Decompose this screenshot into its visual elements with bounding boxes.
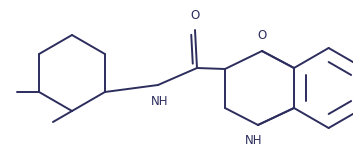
Text: O: O [257, 29, 267, 42]
Text: NH: NH [245, 134, 263, 147]
Text: NH: NH [151, 95, 169, 108]
Text: O: O [190, 9, 200, 22]
